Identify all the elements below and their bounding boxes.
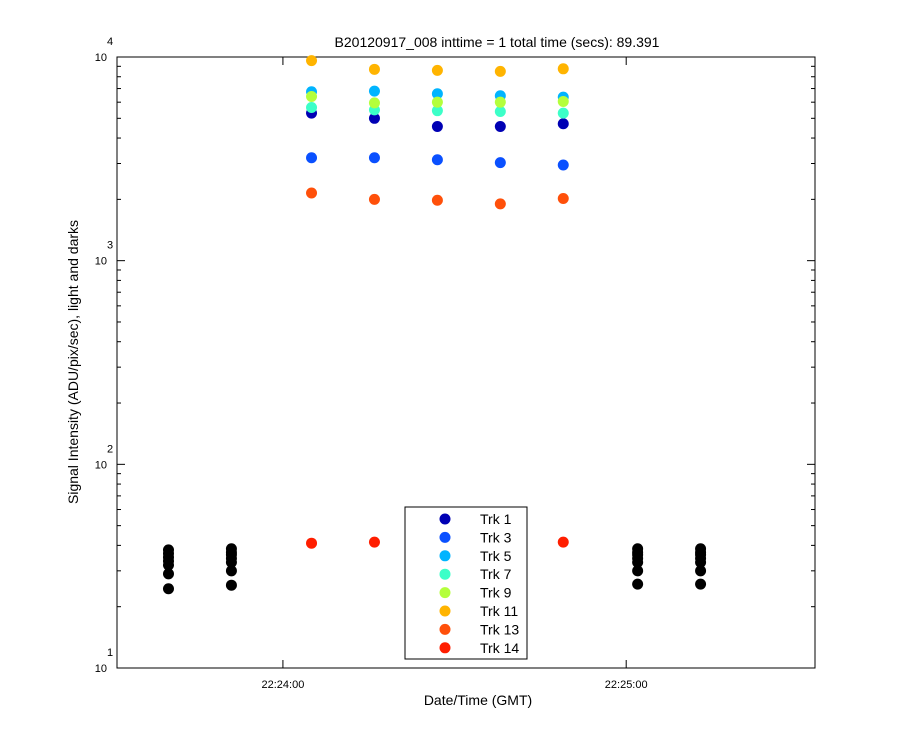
data-point-trk-9 <box>431 96 443 108</box>
data-point-trk-13 <box>557 192 569 204</box>
dark-data-point <box>632 556 644 568</box>
data-point-trk-13 <box>368 193 380 205</box>
legend-label: Trk 14 <box>480 640 519 656</box>
dark-data-point <box>225 565 237 577</box>
y-tick-exponent: 1 <box>107 647 113 659</box>
dark-data-point <box>162 568 174 580</box>
data-point-trk-13 <box>431 194 443 206</box>
data-point-trk-5 <box>431 88 443 100</box>
data-point-trk-9 <box>494 96 506 108</box>
y-tick-label: 10 <box>95 459 107 471</box>
data-point-trk-3 <box>494 157 506 169</box>
data-point-trk-1 <box>494 120 506 132</box>
y-axis-label: Signal Intensity (ADU/pix/sec), light an… <box>65 220 81 504</box>
legend-marker <box>439 587 451 599</box>
legend-label: Trk 9 <box>480 585 512 601</box>
data-point-trk-7 <box>431 105 443 117</box>
data-point-trk-14 <box>306 537 318 549</box>
legend-marker <box>439 605 451 617</box>
data-point-trk-13 <box>494 198 506 210</box>
data-point-trk-3 <box>306 152 318 164</box>
dark-data-point <box>632 578 644 590</box>
legend-marker <box>439 531 451 543</box>
data-point-trk-3 <box>368 152 380 164</box>
dark-data-point <box>695 565 707 577</box>
x-tick-label: 22:24:00 <box>262 679 305 691</box>
dark-data-point <box>225 579 237 591</box>
data-point-trk-9 <box>368 97 380 109</box>
data-point-trk-3 <box>431 154 443 166</box>
data-point-trk-3 <box>557 159 569 171</box>
y-tick-exponent: 2 <box>107 443 113 455</box>
data-point-trk-14 <box>557 536 569 548</box>
data-point-trk-11 <box>557 63 569 75</box>
y-tick-exponent: 4 <box>107 36 113 48</box>
legend-label: Trk 7 <box>480 566 512 582</box>
data-point-trk-1 <box>557 118 569 130</box>
legend-marker <box>439 568 451 580</box>
legend-label: Trk 3 <box>480 529 512 545</box>
data-point-trk-5 <box>368 85 380 97</box>
chart-title: B20120917_008 inttime = 1 total time (se… <box>335 34 660 50</box>
data-point-trk-9 <box>306 90 318 102</box>
legend-label: Trk 13 <box>480 621 519 637</box>
data-point-trk-7 <box>557 107 569 119</box>
data-point-trk-11 <box>306 55 318 67</box>
data-point-trk-11 <box>431 64 443 76</box>
legend-label: Trk 5 <box>480 548 512 564</box>
y-tick-exponent: 3 <box>107 240 113 252</box>
data-point-trk-11 <box>494 65 506 77</box>
y-tick-label: 10 <box>95 256 107 268</box>
legend: Trk 1 Trk 3 Trk 5 Trk 7 Trk 9 Trk 11 Trk 13 Trk… <box>404 506 528 660</box>
x-tick-label: 22:25:00 <box>605 679 648 691</box>
data-point-trk-1 <box>368 112 380 124</box>
data-point-trk-7 <box>494 106 506 118</box>
x-axis-ticks: 22:24:00 22:25:00 <box>262 57 648 691</box>
legend-label: Trk 11 <box>480 603 518 619</box>
data-point-trk-1 <box>431 120 443 132</box>
dark-data-point <box>162 559 174 571</box>
data-point-trk-13 <box>306 187 318 199</box>
dark-data-point <box>695 578 707 590</box>
legend-marker <box>439 642 451 654</box>
legend-marker <box>439 550 451 562</box>
data-point-trk-9 <box>557 95 569 107</box>
legend-label: Trk 1 <box>480 511 512 527</box>
dark-data-point <box>225 556 237 568</box>
data-point-trk-11 <box>368 63 380 75</box>
y-tick-label: 10 <box>95 663 107 675</box>
data-point-trk-14 <box>368 536 380 548</box>
y-tick-label: 10 <box>95 52 107 64</box>
legend-marker <box>439 513 451 525</box>
x-axis-label: Date/Time (GMT) <box>424 692 532 708</box>
dark-data-point <box>695 556 707 568</box>
data-point-trk-7 <box>306 101 318 113</box>
legend-box <box>404 506 528 660</box>
dark-data-point <box>162 583 174 595</box>
legend-marker <box>439 623 451 635</box>
dark-data-point <box>632 565 644 577</box>
